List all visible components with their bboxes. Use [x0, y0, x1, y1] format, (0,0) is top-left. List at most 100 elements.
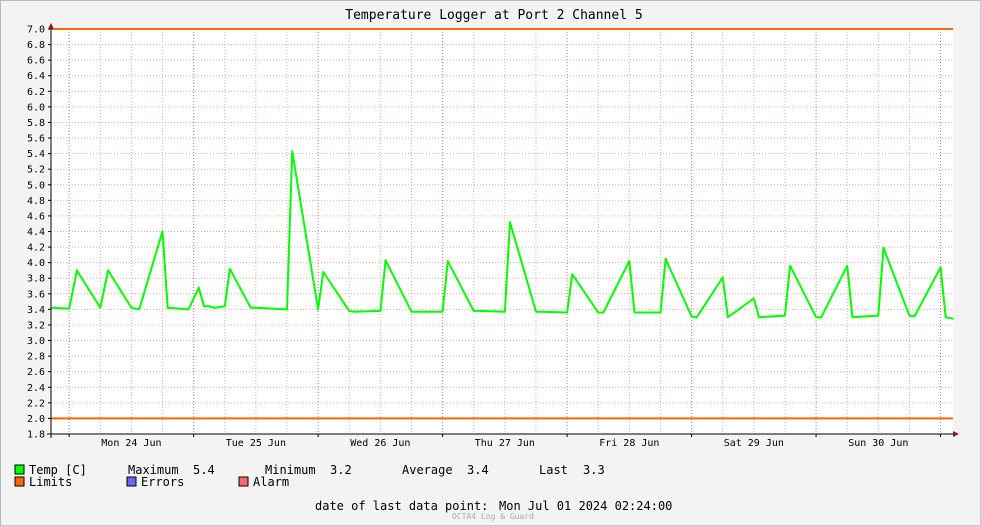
y-tick-label: 6.2 — [27, 87, 45, 98]
data-point — [379, 310, 382, 312]
y-axis-arrow — [48, 23, 54, 29]
y-tick-label: 6.4 — [27, 71, 45, 82]
y-tick-label: 5.8 — [27, 118, 45, 129]
y-tick-label: 2.2 — [27, 398, 45, 409]
y-tick-label: 6.6 — [27, 56, 45, 67]
minimum-label: Minimum — [265, 463, 316, 477]
y-tick-label: 5.0 — [27, 180, 45, 191]
last-label: Last — [539, 463, 568, 477]
y-tick-label: 6.0 — [27, 102, 45, 113]
average-value: 3.4 — [467, 463, 489, 477]
data-point — [410, 310, 413, 313]
data-point — [415, 310, 418, 313]
data-point — [696, 316, 698, 319]
data-point — [952, 317, 954, 320]
data-point — [659, 311, 662, 314]
data-point — [203, 305, 205, 308]
x-tick-label: Fri 28 Jun — [599, 438, 659, 449]
watermark: OCTA4 Log & Guard — [452, 512, 534, 521]
x-tick-label: Sun 30 Jun — [848, 438, 908, 449]
data-point — [815, 316, 817, 319]
x-tick-label: Mon 24 Jun — [101, 438, 161, 449]
maximum-value: 5.4 — [193, 463, 215, 477]
data-point — [229, 268, 231, 270]
last-data-point-value: Mon Jul 01 2024 02:24:00 — [499, 499, 672, 513]
data-point — [877, 314, 880, 317]
x-tick-label: Sat 29 Jun — [724, 438, 784, 449]
last-data-point-label: date of last data point: — [315, 499, 488, 513]
y-tick-label: 3.8 — [27, 274, 45, 285]
y-tick-label: 5.2 — [27, 165, 45, 176]
y-tick-label: 3.2 — [27, 320, 45, 331]
data-point — [939, 266, 942, 269]
average-label: Average — [402, 463, 453, 477]
data-point — [348, 310, 351, 312]
x-axis: Mon 24 Jun Tue 25 Jun Wed 26 Jun Thu 27 Jun… — [68, 434, 942, 449]
data-point — [478, 310, 480, 312]
y-tick-label: 6.8 — [27, 40, 45, 51]
y-tick-label: 1.8 — [27, 430, 45, 441]
data-point — [789, 265, 791, 267]
y-tick-label: 7.0 — [27, 25, 45, 36]
data-point — [628, 260, 631, 262]
data-point — [602, 311, 605, 314]
y-tick-label: 2.0 — [27, 414, 45, 425]
data-point — [851, 316, 854, 319]
data-point — [249, 307, 252, 309]
data-point — [908, 314, 911, 317]
limits-legend-label: Limits — [29, 475, 72, 489]
maximum-label: Maximum — [128, 463, 179, 477]
y-tick-label: 2.4 — [27, 383, 45, 394]
data-point — [166, 307, 169, 309]
series-line — [50, 150, 954, 320]
alarm-legend-label: Alarm — [253, 475, 289, 489]
data-point — [753, 297, 755, 300]
data-point — [721, 276, 724, 279]
data-point — [540, 310, 542, 313]
y-tick-label: 5.4 — [27, 149, 45, 160]
data-point — [820, 316, 823, 319]
data-point — [535, 310, 537, 313]
minimum-value: 3.2 — [330, 463, 352, 477]
data-point — [784, 314, 786, 317]
y-tick-label: 3.6 — [27, 289, 45, 300]
data-point — [441, 310, 444, 313]
last-value: 3.3 — [583, 463, 605, 477]
data-point — [597, 311, 599, 314]
x-tick-label: Thu 27 Jun — [475, 438, 535, 449]
data-point — [291, 150, 294, 153]
data-point — [447, 260, 449, 262]
data-point — [566, 311, 568, 314]
data-point — [161, 230, 164, 233]
y-axis: 1.8 2.0 2.2 2.4 2.6 2.8 3.0 3.2 3.4 3.6 3.8 4.0 4.2 4… — [27, 25, 51, 441]
data-point — [913, 315, 916, 318]
data-point — [138, 308, 140, 311]
data-point — [99, 307, 102, 309]
data-point — [882, 247, 885, 249]
chart-title: Temperature Logger at Port 2 Channel 5 — [345, 8, 642, 23]
data-point — [107, 269, 109, 272]
data-point — [690, 315, 693, 318]
data-point — [633, 311, 636, 314]
data-point — [198, 286, 200, 289]
y-tick-label: 2.8 — [27, 352, 45, 363]
data-point — [187, 308, 190, 311]
y-tick-label: 3.0 — [27, 336, 45, 347]
data-point — [218, 306, 221, 308]
errors-legend-swatch — [126, 476, 137, 487]
data-point — [509, 221, 511, 223]
data-point — [664, 258, 667, 260]
temp-legend-label: Temp [C] — [29, 463, 87, 477]
y-tick-label: 5.6 — [27, 134, 45, 145]
y-tick-label: 4.6 — [27, 211, 45, 222]
data-point — [944, 316, 947, 319]
y-tick-label: 4.2 — [27, 243, 45, 254]
x-tick-label: Tue 25 Jun — [226, 438, 286, 449]
limit-lines — [51, 28, 953, 420]
temp-legend-swatch — [14, 464, 25, 475]
y-tick-label: 4.4 — [27, 227, 45, 238]
data-point — [727, 316, 729, 319]
data-point — [317, 308, 319, 311]
data-point — [758, 316, 760, 319]
data-point — [504, 310, 506, 313]
